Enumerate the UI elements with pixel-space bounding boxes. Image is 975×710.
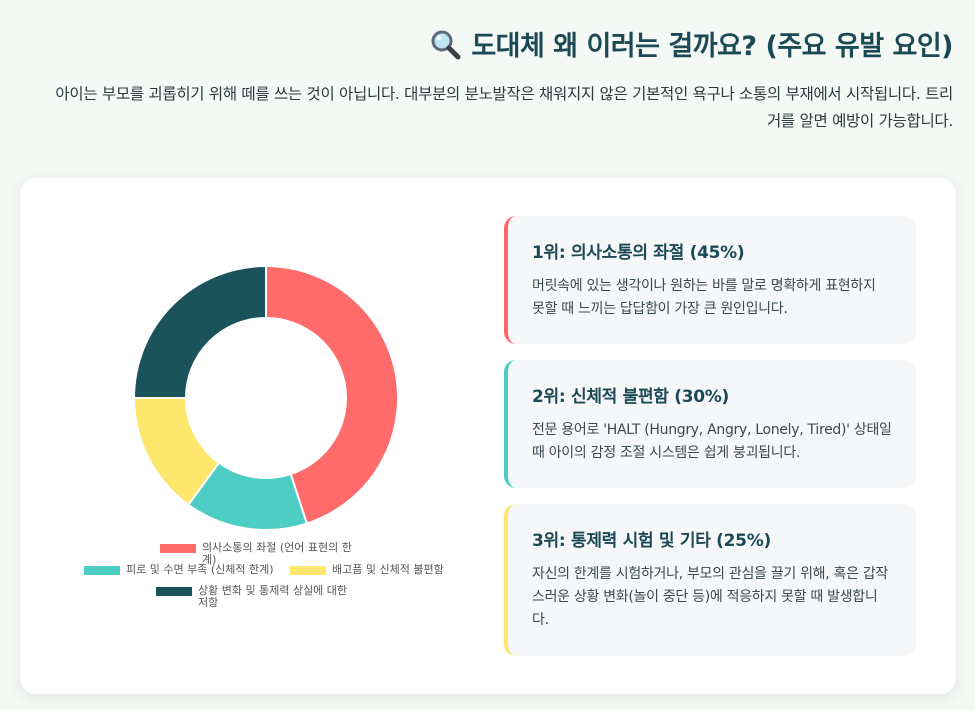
chart-area: 의사소통의 좌절 (언어 표현의 한계) 피로 및 수면 부족 (신체적 한계)… <box>20 178 490 694</box>
page-title: 도대체 왜 이러는 걸까요? (주요 유발 요인) <box>13 24 953 63</box>
reason-card-2: 2위: 신체적 불편함 (30%) 전문 용어로 'HALT (Hungry, … <box>504 360 916 488</box>
reason-title: 3위: 통제력 시험 및 기타 (25%) <box>532 531 771 551</box>
legend-swatch <box>84 566 120 575</box>
legend-swatch <box>160 544 196 553</box>
header: 도대체 왜 이러는 걸까요? (주요 유발 요인) 아이는 부모를 괴롭히기 위… <box>13 24 953 135</box>
legend-label: 의사소통의 좌절 (언어 표현의 한계) <box>202 541 352 566</box>
reason-card-3: 3위: 통제력 시험 및 기타 (25%) 자신의 한계를 시험하거나, 부모의… <box>504 504 916 656</box>
legend-item[interactable]: 상황 변화 및 통제력 상실에 대한 저항 <box>156 585 348 609</box>
reason-card-1: 1위: 의사소통의 좌절 (45%) 머릿속에 있는 생각이나 원하는 바를 말… <box>504 216 916 344</box>
legend-swatch <box>290 566 326 575</box>
legend-swatch <box>156 587 192 596</box>
reason-body: 자신의 한계를 시험하거나, 부모의 관심을 끌기 위해, 혹은 갑작스러운 상… <box>532 566 889 628</box>
reason-title: 2위: 신체적 불편함 (30%) <box>532 387 729 407</box>
reason-body: 머릿속에 있는 생각이나 원하는 바를 말로 명확하게 표현하지 못할 때 느끼… <box>532 278 876 317</box>
page-title-text: 도대체 왜 이러는 걸까요? (주요 유발 요인) <box>471 31 953 62</box>
content-card: 의사소통의 좌절 (언어 표현의 한계) 피로 및 수면 부족 (신체적 한계)… <box>20 178 956 694</box>
donut-slice[interactable] <box>132 264 267 399</box>
donut-slice[interactable] <box>265 264 399 525</box>
legend-label: 상황 변화 및 통제력 상실에 대한 저항 <box>198 584 348 609</box>
legend-item[interactable]: 피로 및 수면 부족 (신체적 한계) <box>84 564 276 576</box>
legend-label: 피로 및 수면 부족 (신체적 한계) <box>126 563 274 576</box>
legend-label: 배고픔 및 신체적 불편함 <box>332 563 444 576</box>
legend-item[interactable]: 의사소통의 좌절 (언어 표현의 한계) <box>160 542 352 566</box>
donut-chart <box>132 264 399 531</box>
reason-title: 1위: 의사소통의 좌절 (45%) <box>532 243 745 263</box>
reason-body: 전문 용어로 'HALT (Hungry, Angry, Lonely, Tir… <box>532 422 892 461</box>
magnifying-glass-icon <box>431 30 461 59</box>
legend-item[interactable]: 배고픔 및 신체적 불편함 <box>290 564 482 576</box>
lead-paragraph: 아이는 부모를 괴롭히기 위해 떼를 쓰는 것이 아닙니다. 대부분의 분노발작… <box>55 85 953 130</box>
